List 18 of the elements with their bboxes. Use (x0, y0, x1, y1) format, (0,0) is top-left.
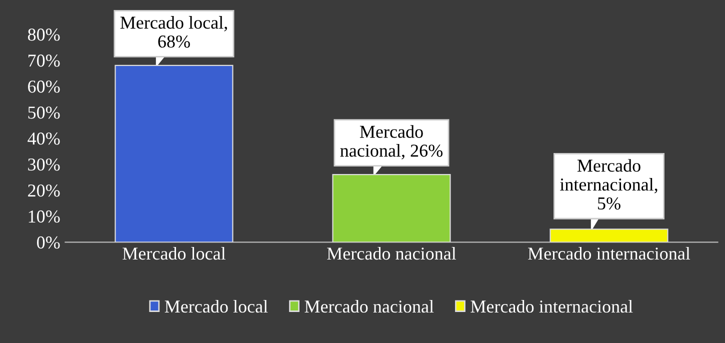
y-tick-label: 10% (28, 210, 60, 223)
y-tick-label: 50% (28, 106, 60, 119)
y-tick-label: 20% (28, 184, 60, 197)
y-tick-label: 0% (37, 236, 60, 249)
legend-label: Mercado internacional (470, 300, 633, 313)
y-tick-label: 60% (28, 80, 60, 93)
legend-label: Mercado nacional (304, 300, 434, 313)
y-tick-label: 70% (28, 54, 60, 67)
legend-label: Mercado local (164, 300, 268, 313)
x-tick-label: Mercado local (122, 247, 226, 260)
x-tick-label: Mercado nacional (327, 247, 456, 260)
y-tick-label: 30% (28, 158, 60, 171)
x-tick-label: Mercado internacional (528, 247, 690, 260)
text: Mercado local, 68% (120, 16, 227, 48)
text: Mercado nacional, 26% (340, 125, 443, 160)
y-tick-label: 80% (28, 28, 60, 41)
text: Mercado internacional, 5% (560, 159, 658, 210)
y-tick-label: 40% (28, 132, 60, 145)
